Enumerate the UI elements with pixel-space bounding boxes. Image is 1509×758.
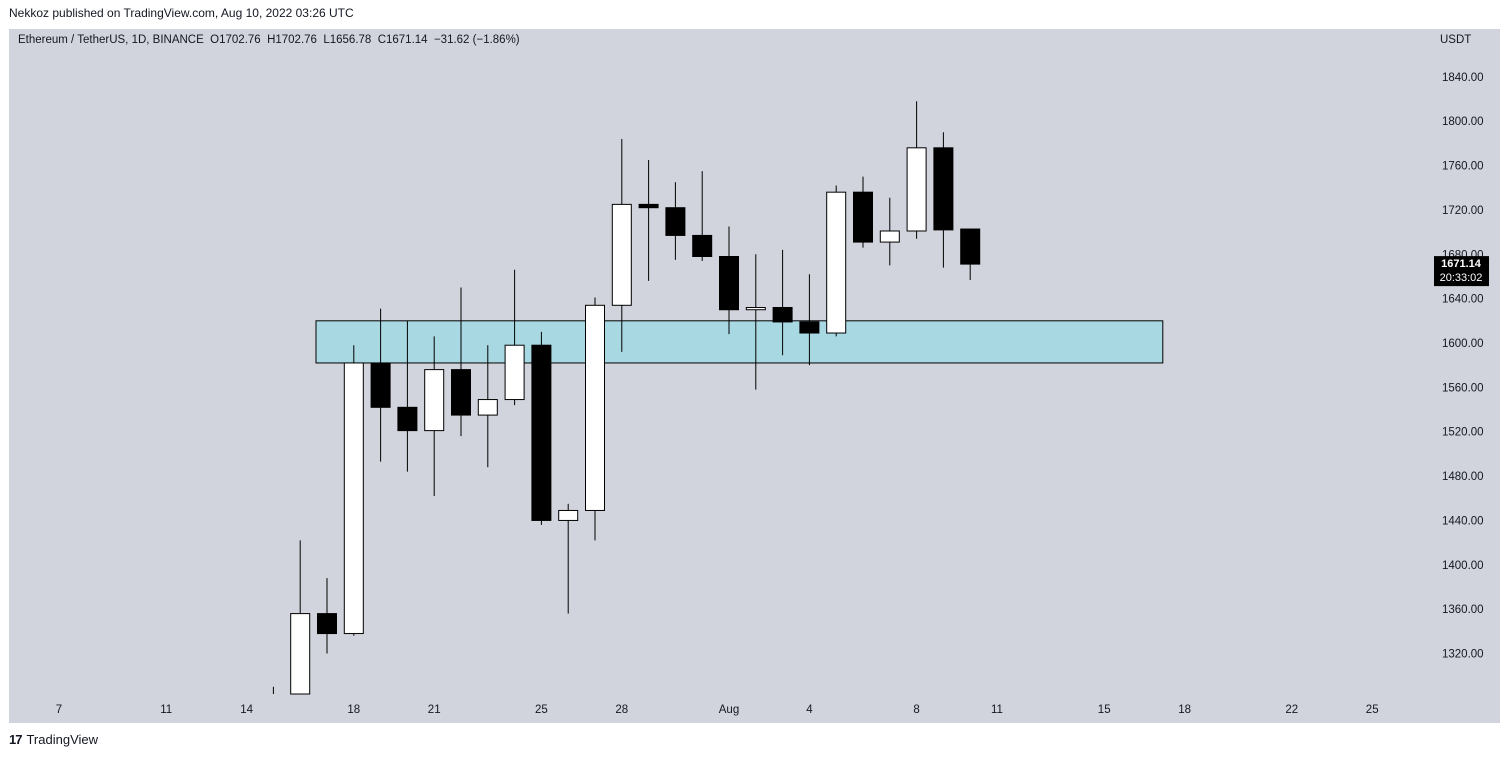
candle-body: [692, 234, 713, 257]
candle-body: [558, 509, 579, 521]
y-tick-label: 1800.00: [1442, 116, 1484, 128]
candle: [745, 254, 766, 390]
x-axis: 7 11 14 18 21 25 28 Aug 4 8 11 15 18 22 25: [56, 704, 1379, 716]
currency-label: USDT: [1440, 34, 1472, 46]
x-tick-label: 11: [991, 704, 1003, 716]
candle-body: [772, 307, 793, 323]
candle-body: [799, 321, 820, 334]
candle-body: [585, 304, 605, 511]
candle-body: [424, 369, 445, 432]
y-tick-label: 1640.00: [1442, 294, 1484, 306]
candle: [531, 331, 552, 525]
x-tick-label: 18: [1178, 704, 1191, 716]
y-tick-label: 1760.00: [1442, 161, 1484, 173]
candlestick-chart[interactable]: 1320.00 1360.00 1400.00 1440.00 1480.00 1520.…: [9, 29, 1500, 723]
candle-body: [370, 362, 391, 408]
y-axis: 1320.00 1360.00 1400.00 1440.00 1480.00 1520.…: [1442, 72, 1484, 661]
candle-body: [665, 207, 686, 236]
candle-body: [343, 362, 364, 635]
x-tick-label: 7: [56, 704, 62, 716]
last-price-tag-background: [1434, 256, 1489, 287]
x-tick-label: 25: [1366, 704, 1379, 716]
candle-body: [477, 399, 498, 416]
candle-body: [504, 344, 525, 401]
tradingview-brand: TradingView: [26, 732, 99, 747]
candle: [585, 297, 605, 541]
candle-body: [290, 613, 311, 695]
candle-body: [397, 406, 418, 432]
candle-body: [611, 203, 632, 306]
candle-body: [531, 344, 552, 521]
candle: [477, 345, 498, 468]
candle: [799, 274, 820, 366]
candle: [906, 101, 927, 239]
x-tick-label: 28: [615, 704, 628, 716]
candle: [370, 308, 391, 462]
candle: [424, 336, 445, 497]
candle-body: [638, 203, 659, 209]
support-zone[interactable]: [315, 320, 1164, 364]
x-tick-label: 22: [1285, 704, 1298, 716]
y-tick-label: 1480.00: [1442, 471, 1484, 483]
x-tick-label: 11: [160, 704, 172, 716]
candle: [397, 320, 418, 472]
candle-body: [933, 147, 954, 231]
candle: [933, 132, 954, 268]
last-price-tag: 1671.14 20:33:02: [1434, 256, 1489, 287]
candle: [665, 182, 686, 260]
candle: [638, 160, 659, 281]
candle: [826, 185, 847, 337]
candle: [879, 197, 900, 266]
x-tick-label: 15: [1098, 704, 1111, 716]
y-tick-label: 1320.00: [1442, 649, 1484, 661]
candle: [853, 176, 873, 248]
candle-body: [826, 191, 847, 334]
candle: [719, 226, 739, 335]
y-tick-label: 1840.00: [1442, 72, 1484, 84]
candle: [772, 249, 793, 356]
x-tick-label: 18: [347, 704, 360, 716]
y-tick-label: 1400.00: [1442, 560, 1484, 572]
x-tick-label: 25: [535, 704, 548, 716]
publisher-caption: Nekkoz published on TradingView.com, Aug…: [9, 6, 354, 20]
y-tick-label: 1360.00: [1442, 604, 1484, 616]
candle: [611, 138, 632, 352]
x-tick-label: 4: [806, 704, 813, 716]
candle: [558, 503, 579, 614]
tradingview-logo[interactable]: 17 TradingView: [9, 732, 98, 747]
candle-body: [317, 613, 337, 635]
candle-body: [879, 230, 900, 243]
candle: [960, 228, 981, 281]
chart-area[interactable]: Ethereum / TetherUS, 1D, BINANCE O1702.7…: [9, 29, 1500, 723]
candle: [343, 345, 364, 636]
candle-body: [451, 369, 471, 416]
x-tick-label: Aug: [719, 704, 739, 716]
y-tick-label: 1720.00: [1442, 205, 1484, 217]
candles-layer: [272, 101, 981, 695]
candle-body: [745, 307, 766, 311]
countdown-value: 20:33:02: [1440, 272, 1483, 284]
y-tick-label: 1560.00: [1442, 382, 1484, 394]
x-tick-label: 8: [913, 704, 919, 716]
y-tick-label: 1520.00: [1442, 427, 1484, 439]
candle-body: [960, 228, 981, 265]
candle-body: [906, 147, 927, 232]
candle: [692, 171, 713, 261]
symbol-info: Ethereum / TetherUS, 1D, BINANCE O1702.7…: [18, 34, 520, 46]
x-tick-label: 21: [428, 704, 441, 716]
y-tick-label: 1440.00: [1442, 515, 1484, 527]
last-price-value: 1671.14: [1441, 258, 1482, 270]
candle: [451, 287, 471, 437]
candle-body: [719, 255, 739, 311]
candle: [317, 578, 337, 654]
tradingview-icon: 17: [9, 732, 23, 747]
candle-body: [853, 191, 873, 243]
x-tick-label: 14: [240, 704, 253, 716]
candle: [504, 269, 525, 406]
candle: [290, 540, 311, 695]
zones-layer: [315, 320, 1164, 364]
y-tick-label: 1600.00: [1442, 338, 1484, 350]
